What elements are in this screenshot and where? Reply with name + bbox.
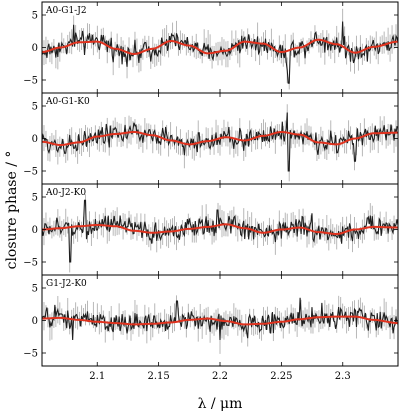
model-curve — [41, 315, 399, 326]
model-curve — [41, 223, 399, 236]
y-tick-label: 5 — [32, 102, 38, 113]
y-tick-label: 0 — [32, 316, 38, 327]
panel-a0-g1-j2: −5 0 5 A0-G1-J2 — [23, 1, 399, 94]
panel-title: A0-J2-K0 — [45, 188, 86, 198]
y-tick-label: 0 — [32, 134, 38, 145]
y-tick-label: 0 — [32, 225, 38, 236]
y-axis-label: closure phase / ° — [4, 151, 20, 270]
x-tick-label: 2.2 — [212, 371, 228, 382]
y-tick-label: 5 — [32, 193, 38, 204]
y-tick-label: −5 — [23, 167, 38, 178]
y-tick-label: −5 — [23, 349, 38, 360]
panel-g1-j2-k0: −5 0 5 G1-J2-K0 — [23, 274, 399, 367]
x-axis-label: λ / μm — [198, 396, 243, 412]
x-tick-label: 2.15 — [147, 371, 169, 382]
x-tick-label: 2.1 — [89, 371, 105, 382]
model-curve — [41, 38, 399, 55]
panel-title: G1-J2-K0 — [46, 279, 87, 289]
closure-phase-data — [41, 112, 399, 172]
panel-title: A0-G1-J2 — [45, 6, 87, 16]
y-tick-label: 5 — [32, 11, 38, 22]
panel-a0-j2-k0: −5 0 5 A0-J2-K0 — [23, 183, 399, 276]
panel-a0-g1-k0: −5 0 5 A0-G1-K0 — [23, 92, 399, 185]
y-tick-label: −5 — [23, 258, 38, 269]
panel-title: A0-G1-K0 — [45, 97, 90, 107]
x-tick-label: 2.3 — [335, 371, 351, 382]
panels-group: −5 0 5 A0-G1-J2 −5 0 5 A0-G1-K0 −5 0 5 A0-J2-K0 −5 0 5… — [23, 1, 399, 382]
x-tick-label: 2.25 — [270, 371, 292, 382]
y-tick-label: −5 — [23, 76, 38, 87]
y-tick-label: 0 — [32, 43, 38, 54]
closure-phase-data — [41, 199, 399, 263]
closure-phase-data — [41, 297, 399, 341]
model-curve — [41, 131, 399, 146]
y-tick-label: 5 — [32, 284, 38, 295]
